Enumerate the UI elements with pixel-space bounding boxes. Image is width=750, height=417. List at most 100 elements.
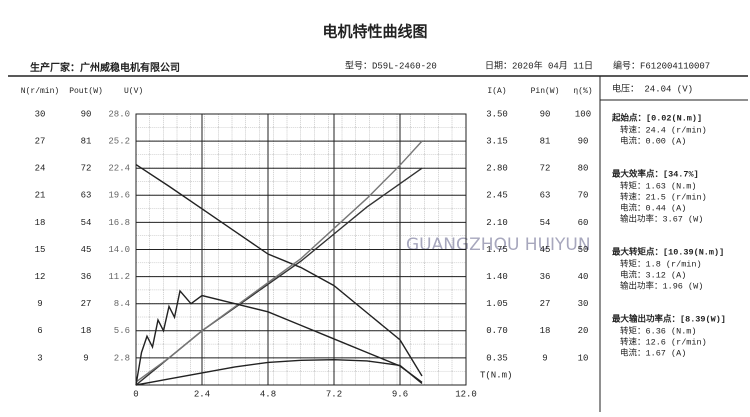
y-tick-label: 18 <box>35 218 46 228</box>
section-line: 输出功率：1.96 (W) <box>620 280 703 291</box>
y-tick-label: 0.70 <box>486 326 508 336</box>
x-tick-label: 9.6 <box>392 389 408 399</box>
y-tick-label: 1.05 <box>486 299 508 309</box>
y-tick-label: 8.4 <box>114 299 130 309</box>
y-tick-label: 27 <box>81 299 92 309</box>
y-tick-label: 45 <box>540 245 551 255</box>
section-line: 电流：0.00 (A) <box>620 135 686 146</box>
section-line: 电流：0.44 (A) <box>620 202 686 213</box>
series-line <box>135 140 423 383</box>
y-tick-label: 72 <box>540 164 551 174</box>
section-line: 转速：21.5 (r/min) <box>620 191 707 202</box>
y-axis-label: N(r/min) <box>21 87 59 96</box>
y-tick-label: 81 <box>81 136 92 146</box>
y-tick-label: 21 <box>35 191 46 201</box>
x-tick-label: 4.8 <box>260 389 276 399</box>
x-tick-label: 2.4 <box>194 389 210 399</box>
y-tick-label: 25.2 <box>108 136 130 146</box>
y-tick-label: 14.0 <box>108 245 130 255</box>
y-tick-label: 27 <box>35 136 46 146</box>
y-tick-label: 11.2 <box>108 272 130 282</box>
serial: 编号：F612004110007 <box>613 59 710 71</box>
series-line <box>135 289 423 386</box>
y-tick-label: 3 <box>37 353 42 363</box>
title: 电机特性曲线图 <box>322 23 427 41</box>
y-tick-label: 36 <box>540 272 551 282</box>
y-tick-label: 9 <box>542 353 547 363</box>
section-title: 最大转矩点：[10.39(N.m)] <box>612 246 724 257</box>
y-tick-label: 90 <box>540 109 551 119</box>
y-tick-label: 2.45 <box>486 191 508 201</box>
section-line: 转速：12.6 (r/min) <box>620 336 707 347</box>
y-tick-label: 90 <box>578 136 589 146</box>
y-tick-label: 45 <box>81 245 92 255</box>
y-tick-label: 2.80 <box>486 164 508 174</box>
x-axis-label: T(N.m) <box>480 370 512 380</box>
section-line: 电流：3.12 (A) <box>620 269 686 280</box>
y-tick-label: 22.4 <box>108 164 130 174</box>
section-title: 最大效率点：[34.7%] <box>612 168 699 179</box>
y-axis-label: η(%) <box>573 87 592 96</box>
y-tick-label: 80 <box>578 164 589 174</box>
y-tick-label: 10 <box>578 353 589 363</box>
section-line: 转矩：1.8 (r/min) <box>620 258 702 269</box>
y-tick-label: 1.40 <box>486 272 508 282</box>
y-tick-label: 0.35 <box>486 353 508 363</box>
y-tick-label: 16.8 <box>108 218 130 228</box>
y-tick-label: 9 <box>83 353 88 363</box>
y-tick-label: 18 <box>540 326 551 336</box>
y-tick-label: 90 <box>81 109 92 119</box>
y-tick-label: 72 <box>81 164 92 174</box>
y-tick-label: 100 <box>575 109 591 119</box>
y-tick-label: 6 <box>37 326 42 336</box>
section-title: 起始点：[0.02(N.m)] <box>611 112 702 123</box>
y-tick-label: 12 <box>35 272 46 282</box>
section-title: 最大输出功率点：[8.39(W)] <box>612 313 726 324</box>
y-tick-label: 2.10 <box>486 218 508 228</box>
y-tick-label: 20 <box>578 326 589 336</box>
voltage: 电压： 24.04 (V) <box>612 82 693 94</box>
y-tick-label: 3.50 <box>486 109 508 119</box>
y-tick-label: 40 <box>578 272 589 282</box>
model: 型号：D59L-2460-20 <box>345 60 437 71</box>
date: 日期：2020年 04月 11日 <box>485 59 593 71</box>
y-axis-label: I(A) <box>487 87 506 96</box>
y-tick-label: 2.8 <box>114 353 130 363</box>
series-line <box>135 164 423 377</box>
section-line: 输出功率：3.67 (W) <box>620 213 703 224</box>
y-axis-label: Pout(W) <box>69 87 103 96</box>
y-tick-label: 70 <box>578 191 589 201</box>
y-tick-label: 9 <box>37 299 42 309</box>
y-tick-label: 5.6 <box>114 326 130 336</box>
x-tick-label: 7.2 <box>326 389 342 399</box>
section-line: 转矩：1.63 (N.m) <box>620 180 697 191</box>
y-tick-label: 27 <box>540 299 551 309</box>
y-tick-label: 36 <box>81 272 92 282</box>
y-tick-label: 54 <box>540 218 551 228</box>
y-tick-label: 50 <box>578 245 589 255</box>
y-tick-label: 18 <box>81 326 92 336</box>
y-tick-label: 30 <box>578 299 589 309</box>
y-tick-label: 3.15 <box>486 136 508 146</box>
x-tick-label: 0 <box>133 389 138 399</box>
y-tick-label: 63 <box>540 191 551 201</box>
y-tick-label: 63 <box>81 191 92 201</box>
y-tick-label: 19.6 <box>108 191 130 201</box>
x-tick-label: 12.0 <box>455 389 477 399</box>
y-tick-label: 81 <box>540 136 551 146</box>
y-tick-label: 24 <box>35 164 46 174</box>
y-tick-label: 30 <box>35 109 46 119</box>
section-line: 转矩：6.36 (N.m) <box>620 325 697 336</box>
section-line: 电流：1.67 (A) <box>620 347 686 358</box>
y-axis-label: U(V) <box>124 87 143 96</box>
y-tick-label: 60 <box>578 218 589 228</box>
series-line <box>135 359 423 386</box>
y-tick-label: 54 <box>81 218 92 228</box>
section-line: 转速：24.4 (r/min) <box>620 124 707 135</box>
y-axis-label: Pin(W) <box>531 87 560 96</box>
y-tick-label: 28.0 <box>108 109 130 119</box>
y-tick-label: 1.75 <box>486 245 508 255</box>
maker: 生产厂家：广州威稳电机有限公司 <box>30 61 180 74</box>
y-tick-label: 15 <box>35 245 46 255</box>
